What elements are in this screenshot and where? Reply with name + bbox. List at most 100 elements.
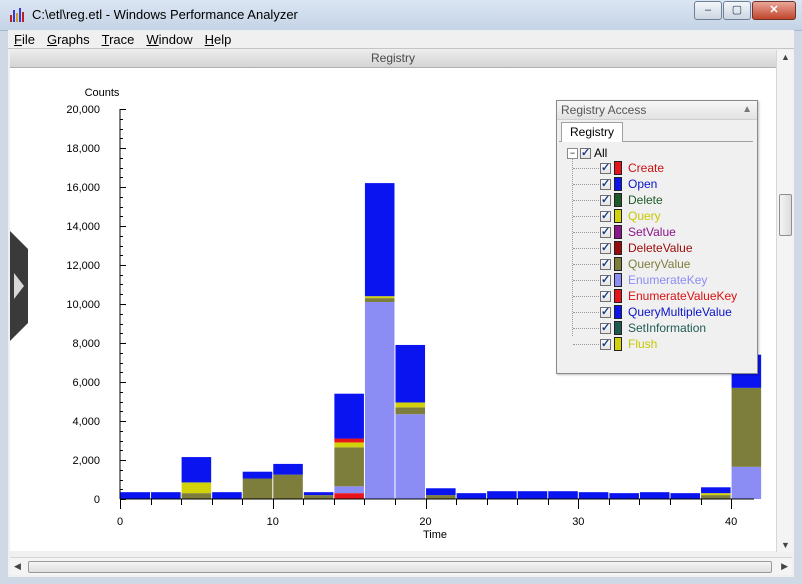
y-tick-label: 8,000 bbox=[72, 338, 100, 350]
legend-checkbox[interactable] bbox=[600, 177, 611, 190]
legend-checkbox[interactable] bbox=[600, 273, 611, 286]
menu-help[interactable]: Help bbox=[199, 32, 238, 47]
legend-swatch bbox=[614, 209, 622, 223]
legend-swatch bbox=[614, 321, 622, 335]
minimize-icon: – bbox=[704, 4, 712, 16]
legend-item[interactable]: SetValue bbox=[573, 224, 676, 240]
bar-segment bbox=[364, 302, 395, 499]
app-icon bbox=[10, 8, 24, 22]
legend-checkbox[interactable] bbox=[600, 321, 611, 334]
legend-checkbox[interactable] bbox=[600, 241, 611, 254]
legend-checkbox[interactable] bbox=[600, 289, 611, 302]
bar-segment bbox=[609, 493, 639, 499]
x-tick-label: 20 bbox=[419, 516, 431, 528]
bar-segment bbox=[517, 491, 548, 499]
bar-segment bbox=[273, 474, 303, 499]
scroll-up-icon[interactable]: ▲ bbox=[781, 52, 790, 62]
bar-segment bbox=[578, 492, 609, 499]
tree-connector bbox=[573, 247, 599, 249]
scroll-left-icon[interactable]: ◀ bbox=[14, 561, 21, 571]
menu-window[interactable]: Window bbox=[140, 32, 198, 47]
y-tick-label: 4,000 bbox=[72, 416, 100, 428]
legend-tab-bar: Registry bbox=[559, 121, 753, 142]
bar-segment bbox=[548, 491, 578, 499]
registry-chart[interactable]: 0 2,000 4,000 6,000 8,000 10,000 12,000 14,000 1… bbox=[10, 68, 776, 551]
legend-label: DeleteValue bbox=[628, 241, 693, 255]
legend-checkbox[interactable] bbox=[600, 161, 611, 174]
client-area: Registry 0 2,000 4,000 6,000 8,000 10,000 12,0… bbox=[8, 48, 794, 577]
horizontal-scroll-thumb[interactable] bbox=[28, 561, 772, 573]
tree-connector bbox=[573, 295, 599, 297]
bar-segment bbox=[364, 298, 395, 303]
legend-item[interactable]: QueryValue bbox=[573, 256, 690, 272]
bar-segment bbox=[181, 482, 212, 494]
bar-segment bbox=[334, 442, 364, 448]
scroll-down-icon[interactable]: ▼ bbox=[781, 540, 790, 550]
plot-area[interactable]: 0 2,000 4,000 6,000 8,000 10,000 12,000 14,000 1… bbox=[10, 68, 776, 551]
bar-segment bbox=[701, 487, 731, 494]
legend-item[interactable]: DeleteValue bbox=[573, 240, 693, 256]
bar-segment bbox=[395, 407, 426, 415]
legend-checkbox[interactable] bbox=[600, 257, 611, 270]
legend-item[interactable]: Query bbox=[573, 208, 661, 224]
vertical-scrollbar[interactable]: ▲ ▼ bbox=[776, 50, 793, 552]
vertical-scroll-thumb[interactable] bbox=[779, 194, 792, 236]
horizontal-scrollbar[interactable]: ◀ ▶ bbox=[10, 557, 792, 575]
tree-root-all[interactable]: − All bbox=[567, 146, 607, 160]
legend-checkbox[interactable] bbox=[600, 209, 611, 222]
bar-segment bbox=[334, 393, 364, 439]
legend-title-bar: Registry Access ▲ bbox=[557, 101, 757, 120]
legend-item[interactable]: Open bbox=[573, 176, 657, 192]
bar-segment bbox=[273, 463, 303, 475]
y-tick-label: 20,000 bbox=[66, 104, 100, 116]
x-axis-label: Time bbox=[423, 529, 447, 541]
maximize-button[interactable]: ▢ bbox=[723, 1, 751, 20]
bar-segment bbox=[364, 183, 395, 297]
bar-segment bbox=[151, 492, 181, 499]
graph-header[interactable]: Registry bbox=[10, 50, 776, 68]
scroll-right-icon[interactable]: ▶ bbox=[781, 561, 788, 571]
legend-swatch bbox=[614, 161, 622, 175]
legend-item[interactable]: Create bbox=[573, 160, 664, 176]
tree-connector bbox=[573, 231, 599, 233]
menu-mnemonic: W bbox=[146, 31, 159, 47]
bar-segment bbox=[395, 414, 426, 499]
legend-label: Flush bbox=[628, 337, 658, 351]
y-tick-label: 0 bbox=[94, 494, 100, 506]
tree-connector bbox=[573, 167, 599, 169]
menu-trace[interactable]: Trace bbox=[96, 32, 141, 47]
y-tick-label: 10,000 bbox=[66, 299, 100, 311]
bar-segment bbox=[334, 447, 364, 487]
collapse-tree-icon[interactable]: − bbox=[567, 147, 578, 159]
menu-file[interactable]: File bbox=[8, 32, 41, 47]
menu-label: ile bbox=[21, 31, 35, 47]
tab-registry[interactable]: Registry bbox=[561, 122, 624, 142]
x-tick-label: 40 bbox=[725, 516, 737, 528]
checkbox-all[interactable] bbox=[580, 146, 591, 159]
title-bar[interactable]: C:\etl\reg.etl - Windows Performance Ana… bbox=[0, 0, 802, 31]
legend-panel: Registry Access ▲ Registry − All Create O… bbox=[556, 100, 758, 374]
legend-checkbox[interactable] bbox=[600, 337, 611, 350]
y-tick-label: 2,000 bbox=[72, 455, 100, 467]
close-button[interactable]: ✕ bbox=[752, 1, 796, 20]
legend-item[interactable]: SetInformation bbox=[573, 320, 706, 336]
menu-mnemonic: G bbox=[46, 31, 58, 47]
legend-item[interactable]: EnumerateValueKey bbox=[573, 288, 737, 304]
legend-checkbox[interactable] bbox=[600, 225, 611, 238]
minimize-button[interactable]: – bbox=[694, 1, 722, 20]
legend-item[interactable]: EnumerateKey bbox=[573, 272, 707, 288]
maximize-icon: ▢ bbox=[731, 4, 743, 16]
bar-segment bbox=[181, 457, 212, 483]
expand-side-panel-handle[interactable] bbox=[10, 231, 28, 341]
legend-item[interactable]: Delete bbox=[573, 192, 663, 208]
legend-item[interactable]: Flush bbox=[573, 336, 657, 352]
bar-segment bbox=[456, 493, 487, 499]
legend-checkbox[interactable] bbox=[600, 193, 611, 206]
collapse-up-icon[interactable]: ▲ bbox=[742, 104, 752, 115]
legend-swatch bbox=[614, 305, 622, 319]
legend-label: SetValue bbox=[628, 225, 676, 239]
menu-graphs[interactable]: Graphs bbox=[41, 32, 96, 47]
legend-checkbox[interactable] bbox=[600, 305, 611, 318]
legend-item[interactable]: QueryMultipleValue bbox=[573, 304, 732, 320]
